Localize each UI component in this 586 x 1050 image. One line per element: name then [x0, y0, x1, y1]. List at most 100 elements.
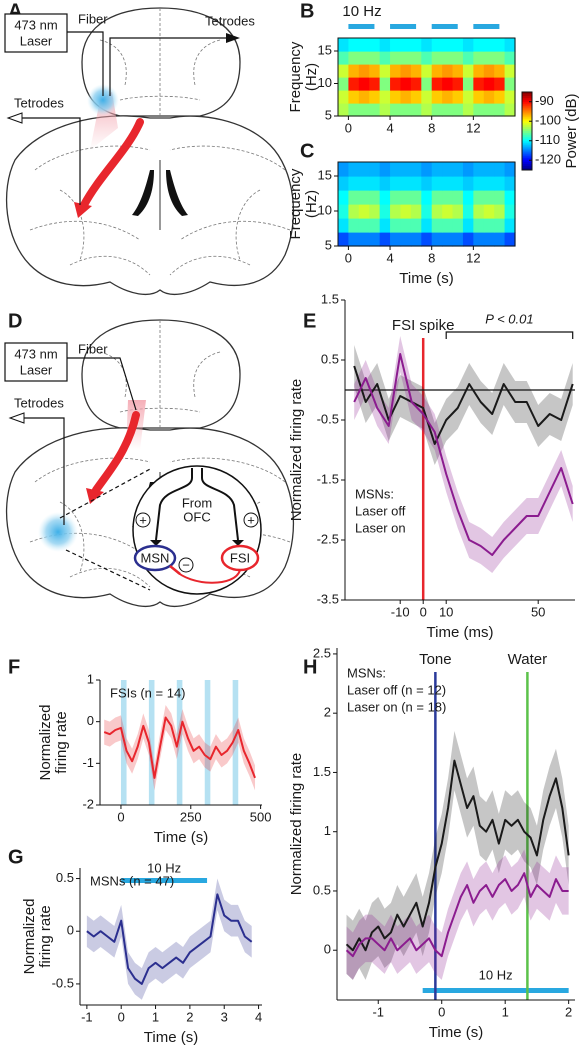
heatmap-cell	[494, 103, 506, 117]
y-tick-label: 0.5	[313, 882, 331, 897]
panel-d: D 473 nm Laser Fiber Tetrodes From OFC +…	[4, 310, 295, 608]
heatmap-cell	[421, 64, 433, 78]
heatmap-cell	[462, 90, 474, 104]
heatmap-cell	[410, 176, 422, 191]
heatmap-cell	[504, 51, 516, 65]
colorbar-step	[522, 164, 532, 167]
y-tick-label: 10	[318, 75, 332, 90]
plot-frame	[337, 161, 516, 247]
heatmap-cell	[431, 51, 443, 65]
heatmap-cell	[390, 103, 402, 117]
y-tick-label: 1.5	[321, 291, 339, 306]
heatmap-cell	[338, 103, 350, 117]
circuit-input: From	[182, 495, 212, 510]
y-tick-label: -1	[82, 755, 94, 770]
colorbar-tick-label: -100	[535, 113, 561, 128]
heatmap-cell	[369, 64, 381, 78]
error-band	[354, 336, 573, 573]
legend-entry: FSIs (n = 14)	[110, 685, 186, 700]
heatmap-cell	[442, 64, 454, 78]
y-axis-label: Normalized firing rate	[288, 379, 305, 522]
heatmap-cell	[348, 38, 360, 52]
colorbar-tick-label: -120	[535, 152, 561, 167]
circuit-sign: −	[182, 557, 190, 572]
event-label: Water	[508, 651, 547, 668]
circuit-circle	[132, 465, 262, 595]
heatmap-cell	[494, 218, 506, 233]
heatmap-cell	[338, 77, 350, 91]
colorbar-step	[522, 160, 532, 163]
laser-box	[4, 13, 68, 53]
heatmap-cell	[442, 204, 454, 219]
colorbar-step	[522, 101, 532, 105]
heatmap-cell	[421, 103, 433, 117]
y-tick-label: 2.5	[313, 645, 331, 660]
heatmap-cell	[462, 204, 474, 219]
heatmap-cell	[379, 204, 391, 219]
colorbar-step	[522, 111, 532, 114]
panel-letter: C	[300, 140, 314, 162]
heatmap-cell	[358, 218, 370, 233]
heatmap-cell	[483, 103, 495, 117]
colorbar-step	[522, 142, 532, 146]
y-tick-label: 15	[318, 42, 332, 57]
laser-label: Laser	[20, 362, 53, 377]
heatmap-cell	[379, 51, 391, 65]
heatmap-cell	[400, 103, 412, 117]
colorbar-tick-label: -110	[535, 132, 560, 147]
y-tick-label: -0.5	[52, 975, 74, 990]
heatmap-cell	[358, 51, 370, 65]
colorbar-step	[522, 119, 532, 122]
heatmap-cell	[421, 204, 433, 219]
inhibitory-axon	[174, 569, 241, 584]
heatmap-cell	[421, 51, 433, 65]
stim-label: 10 Hz	[342, 3, 381, 20]
input-axons	[155, 468, 239, 541]
heatmap-cell	[348, 64, 360, 78]
x-axis-label: Time (s)	[429, 1024, 483, 1041]
heatmap-cell	[390, 218, 402, 233]
heatmap-cell	[473, 204, 485, 219]
heatmap-cell	[442, 77, 454, 91]
heatmap-cell	[369, 103, 381, 117]
heatmap-cell	[410, 64, 422, 78]
heatmap-cell	[400, 77, 412, 91]
heatmap-cell	[483, 90, 495, 104]
heatmap-cell	[400, 38, 412, 52]
heatmap-cell	[348, 176, 360, 191]
heatmap-cell	[483, 38, 495, 52]
y-tick-label: 10	[318, 202, 332, 217]
heatmap-cell	[358, 103, 370, 117]
heatmap-cell	[431, 162, 443, 177]
tetrode-line	[109, 37, 228, 96]
heatmap-cell	[462, 190, 474, 205]
heatmap-cell	[483, 232, 495, 247]
y-tick-label: 15	[318, 167, 332, 182]
sign-circle	[243, 512, 259, 528]
x-tick-label: 50	[531, 604, 545, 619]
y-tick-label: 1	[324, 823, 331, 838]
legend-entry: Laser off	[355, 503, 406, 518]
heatmap-cell	[379, 232, 391, 247]
panel-letter: B	[300, 0, 314, 22]
heatmap-cell	[442, 38, 454, 52]
heatmap-cell	[442, 176, 454, 191]
x-tick-label: 0	[345, 120, 352, 135]
colorbar-step	[522, 103, 532, 107]
heatmap-cell	[483, 204, 495, 219]
heatmap-cell	[494, 176, 506, 191]
legend-title: MSNs:	[347, 665, 386, 680]
circuit-sign: +	[247, 512, 255, 527]
plot-frame	[337, 37, 516, 117]
colorbar-step	[522, 107, 532, 111]
heatmap-cell	[338, 190, 350, 205]
stim-bar	[422, 988, 569, 993]
heatmap-cell	[348, 77, 360, 91]
heatmap-cell	[390, 176, 402, 191]
fiber-tip	[74, 202, 92, 218]
colorbar-step	[522, 144, 532, 148]
colorbar-step	[522, 146, 532, 150]
fiber-line	[67, 357, 137, 411]
sign-circle	[135, 512, 151, 528]
